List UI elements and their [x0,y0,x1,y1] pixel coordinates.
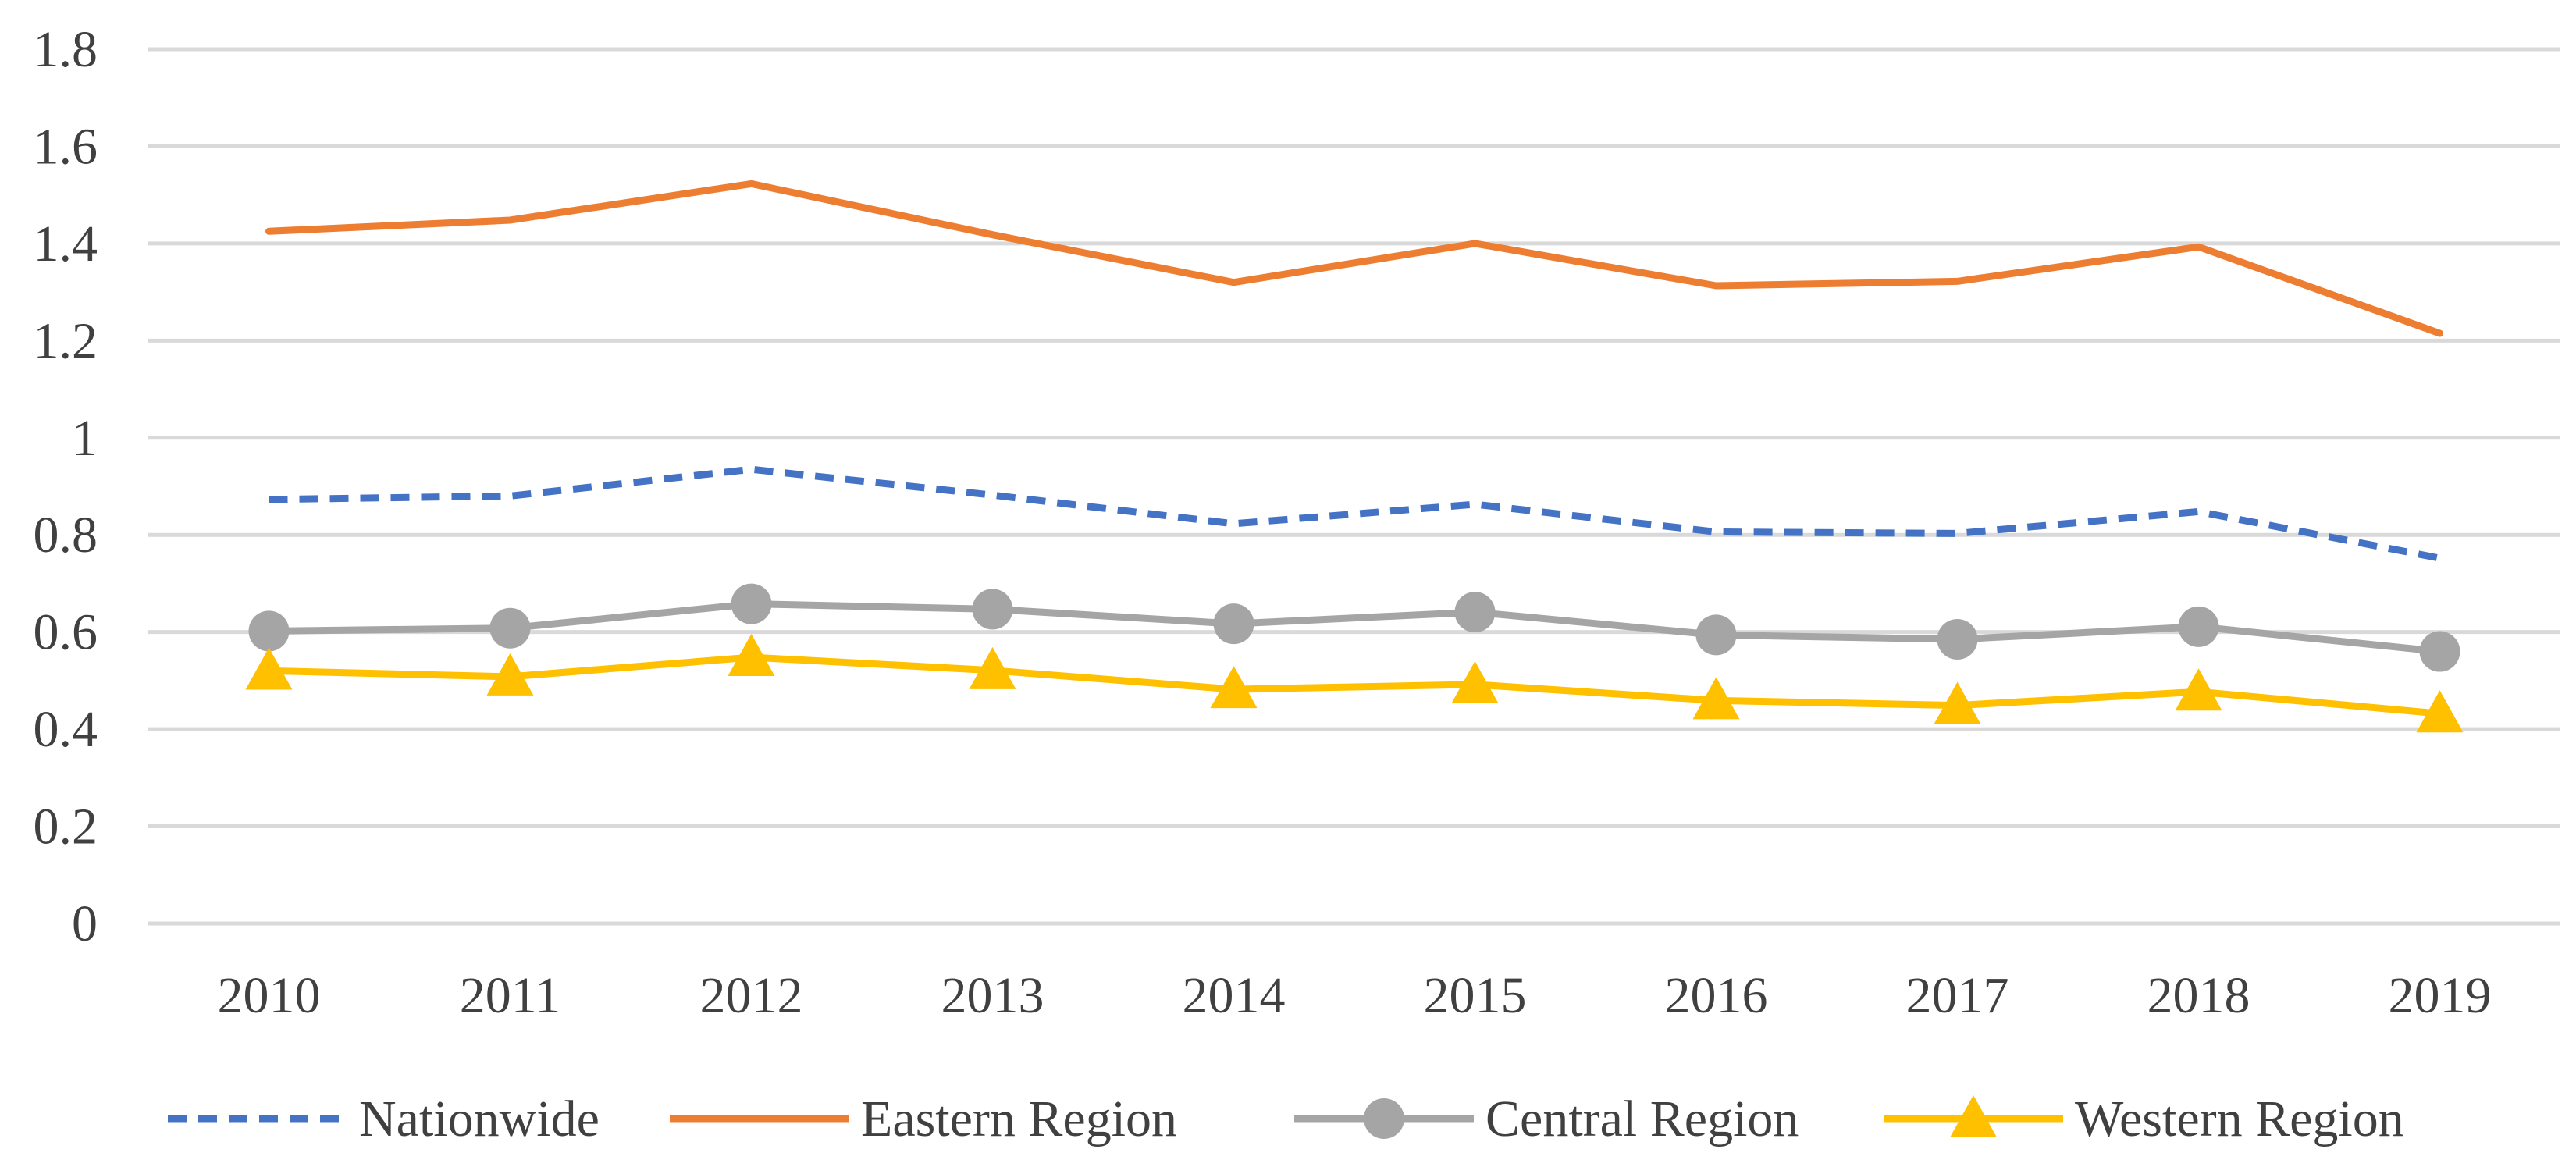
legend-item-eastern-region: Eastern Region [670,1091,1177,1147]
y-tick-label: 1 [72,410,98,467]
y-tick-label: 0.8 [34,507,98,564]
legend-item-nationwide: Nationwide [168,1091,600,1147]
y-tick-label: 0 [72,895,98,952]
legend-marker-central-region [1364,1098,1404,1139]
data-point-western-region-2015 [1451,660,1499,703]
y-tick-label: 1.8 [34,21,98,78]
data-point-central-region-2012 [731,583,772,624]
series-western-region [245,634,2464,733]
data-point-central-region-2016 [1695,614,1737,656]
y-tick-label: 0.6 [34,604,98,661]
x-tick-label-2018: 2018 [2147,967,2250,1024]
x-tick-label-2015: 2015 [1424,967,1527,1024]
y-tick-label: 0.4 [34,701,98,758]
legend-item-western-region: Western Region [1884,1091,2404,1147]
x-tick-label-2019: 2019 [2389,967,2492,1024]
data-point-central-region-2018 [2178,606,2219,647]
x-tick-label-2012: 2012 [700,967,803,1024]
data-point-western-region-2012 [728,634,775,677]
series-line-nationwide [269,465,2441,562]
legend: Nationwide Eastern Region Central Region We… [168,1091,2404,1147]
x-axis-tick-labels: 2010 2011 2012 2013 2014 2015 2016 2017 2018 2019 [218,967,2492,1024]
y-tick-label: 0.2 [34,799,98,856]
data-point-western-region-2013 [969,646,1016,689]
data-point-western-region-2017 [1934,681,1981,724]
data-point-central-region-2014 [1213,603,1254,645]
series-line-central-region [265,600,2443,656]
data-point-western-region-2019 [2416,690,2464,733]
y-tick-label: 1.6 [34,118,98,175]
x-tick-label-2017: 2017 [1906,967,2009,1024]
data-point-central-region-2015 [1454,592,1496,633]
series-line-western-region [265,653,2443,717]
x-tick-label-2010: 2010 [218,967,321,1024]
y-axis-tick-labels: 0 0.2 0.4 0.6 0.8 1 1.2 1.4 1.6 1.8 [34,21,98,952]
gridlines [148,47,2560,926]
x-tick-label-2014: 2014 [1183,967,1286,1024]
data-point-central-region-2013 [972,589,1013,630]
data-point-western-region-2011 [486,653,534,696]
legend-label-nationwide: Nationwide [359,1091,600,1147]
y-tick-label: 1.2 [34,312,98,369]
data-point-western-region-2018 [2175,668,2222,711]
y-tick-label: 1.4 [34,215,98,272]
legend-label-western-region: Western Region [2075,1091,2404,1147]
data-point-western-region-2016 [1692,677,1740,720]
series-lines [245,180,2464,733]
data-point-central-region-2019 [2419,631,2460,672]
series-line-eastern-region [265,180,2443,337]
series-nationwide [269,465,2441,562]
data-point-central-region-2011 [489,607,531,649]
legend-item-central-region: Central Region [1294,1091,1799,1147]
x-tick-label-2016: 2016 [1665,967,1768,1024]
legend-label-eastern-region: Eastern Region [861,1091,1177,1147]
data-point-central-region-2010 [248,610,290,652]
series-central-region [248,583,2460,672]
data-point-western-region-2010 [245,647,293,690]
x-tick-label-2011: 2011 [460,967,561,1024]
data-point-central-region-2017 [1937,619,1978,660]
legend-marker-western-region [1950,1095,1997,1137]
x-tick-label-2013: 2013 [941,967,1044,1024]
series-eastern-region [265,180,2443,337]
legend-label-central-region: Central Region [1485,1091,1799,1147]
data-point-western-region-2014 [1210,666,1258,709]
